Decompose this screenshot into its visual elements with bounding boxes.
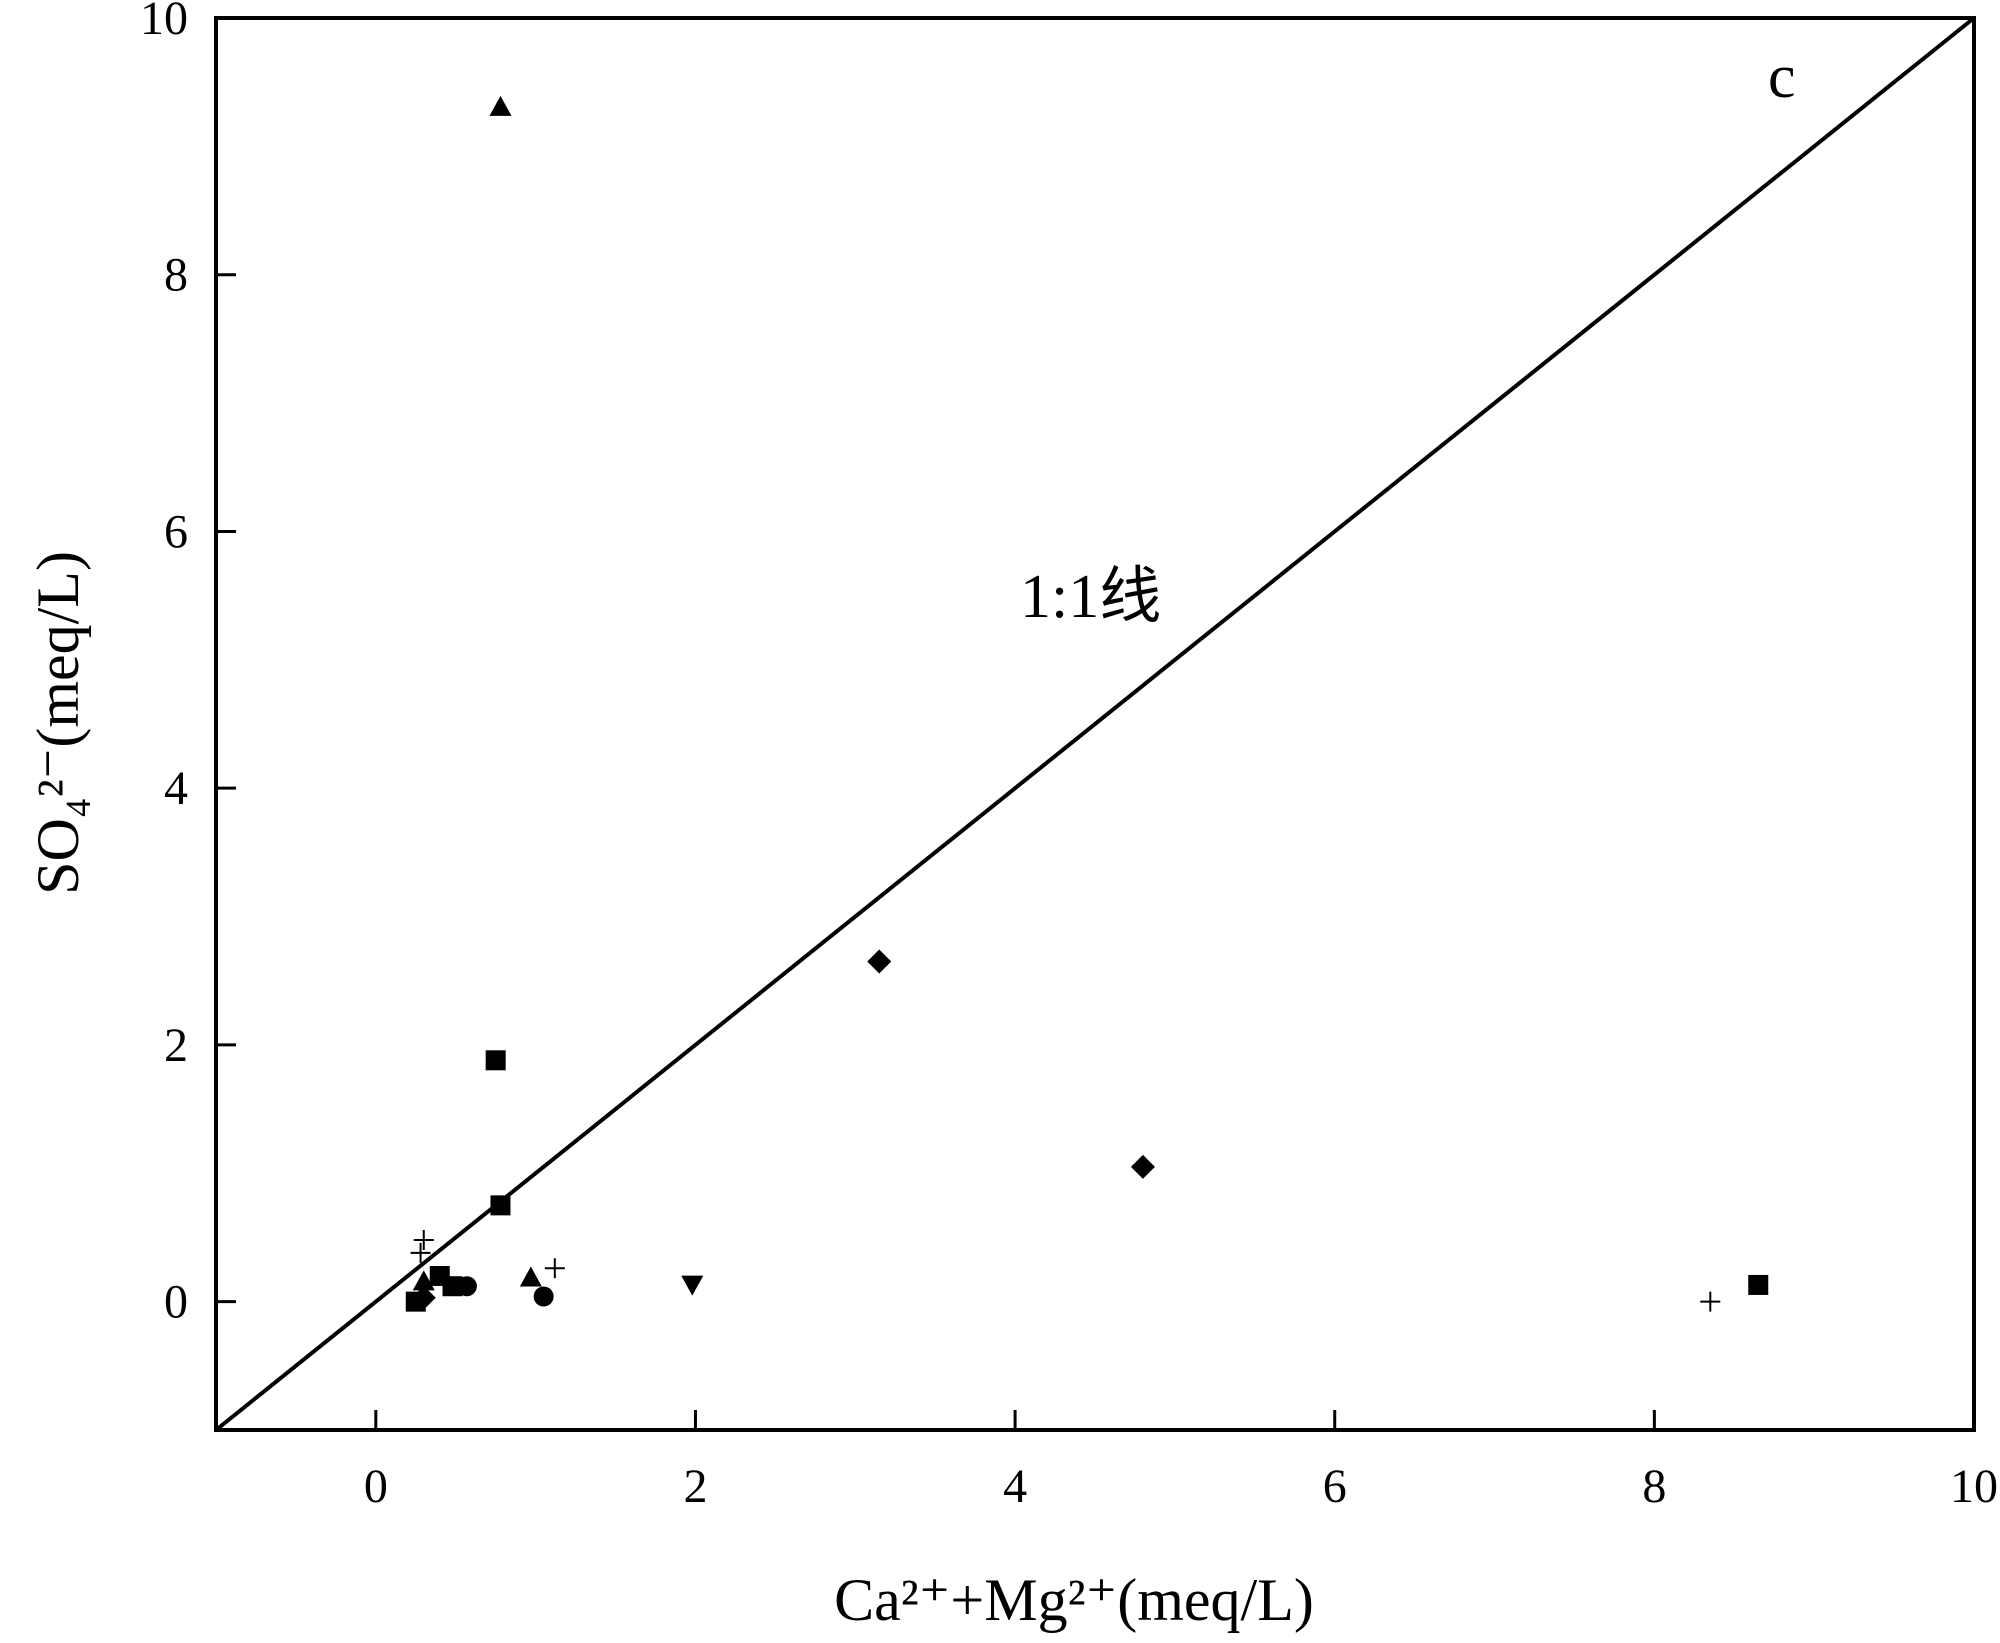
x-tick-label: 10: [1950, 1460, 1998, 1513]
point-square: [490, 1195, 511, 1216]
point-square: [485, 1050, 506, 1071]
y-tick-label: 0: [164, 1276, 188, 1329]
point-diamond: [867, 949, 892, 974]
x-tick-label: 6: [1323, 1460, 1347, 1513]
y-tick-label: 6: [164, 505, 188, 558]
panel-label: c: [1768, 43, 1796, 111]
point-circle: [533, 1286, 554, 1307]
point-diamond: [1130, 1154, 1155, 1179]
x-tick-label: 2: [683, 1460, 707, 1513]
y-tick-label: 8: [164, 249, 188, 302]
point-circle: [456, 1276, 477, 1297]
point-plus: [544, 1258, 565, 1279]
y-tick-label: 10: [140, 0, 188, 45]
y-tick-label: 2: [164, 1019, 188, 1072]
point-square: [1748, 1274, 1769, 1295]
marks-layer: [405, 95, 1769, 1312]
ref-line-label: 1:1线: [1020, 563, 1161, 631]
point-triangle-down: [681, 1275, 704, 1296]
y-tick-label: 4: [164, 762, 188, 815]
point-plus: [413, 1230, 434, 1251]
point-plus: [1700, 1291, 1721, 1312]
x-tick-label: 0: [364, 1460, 388, 1513]
plot-frame: [214, 16, 1976, 1432]
point-triangle-up: [412, 1270, 435, 1291]
point-square: [442, 1276, 463, 1297]
point-diamond: [411, 1285, 436, 1310]
axes-layer: 0 2 4 6 8 10 0 2 4 6 8 10: [140, 0, 1998, 1513]
x-tick-label: 4: [1003, 1460, 1027, 1513]
reference-line-1-1: [214, 16, 1976, 1432]
x-tick-label: 8: [1642, 1460, 1666, 1513]
point-triangle-up: [489, 95, 512, 116]
point-triangle-up: [519, 1266, 542, 1287]
y-axis-title: SO₄²⁻(meq/L): [25, 551, 91, 895]
point-plus: [410, 1242, 431, 1263]
x-axis-title: Ca²⁺+Mg²⁺(meq/L): [834, 1567, 1314, 1633]
plot-layer: [214, 16, 1976, 1432]
